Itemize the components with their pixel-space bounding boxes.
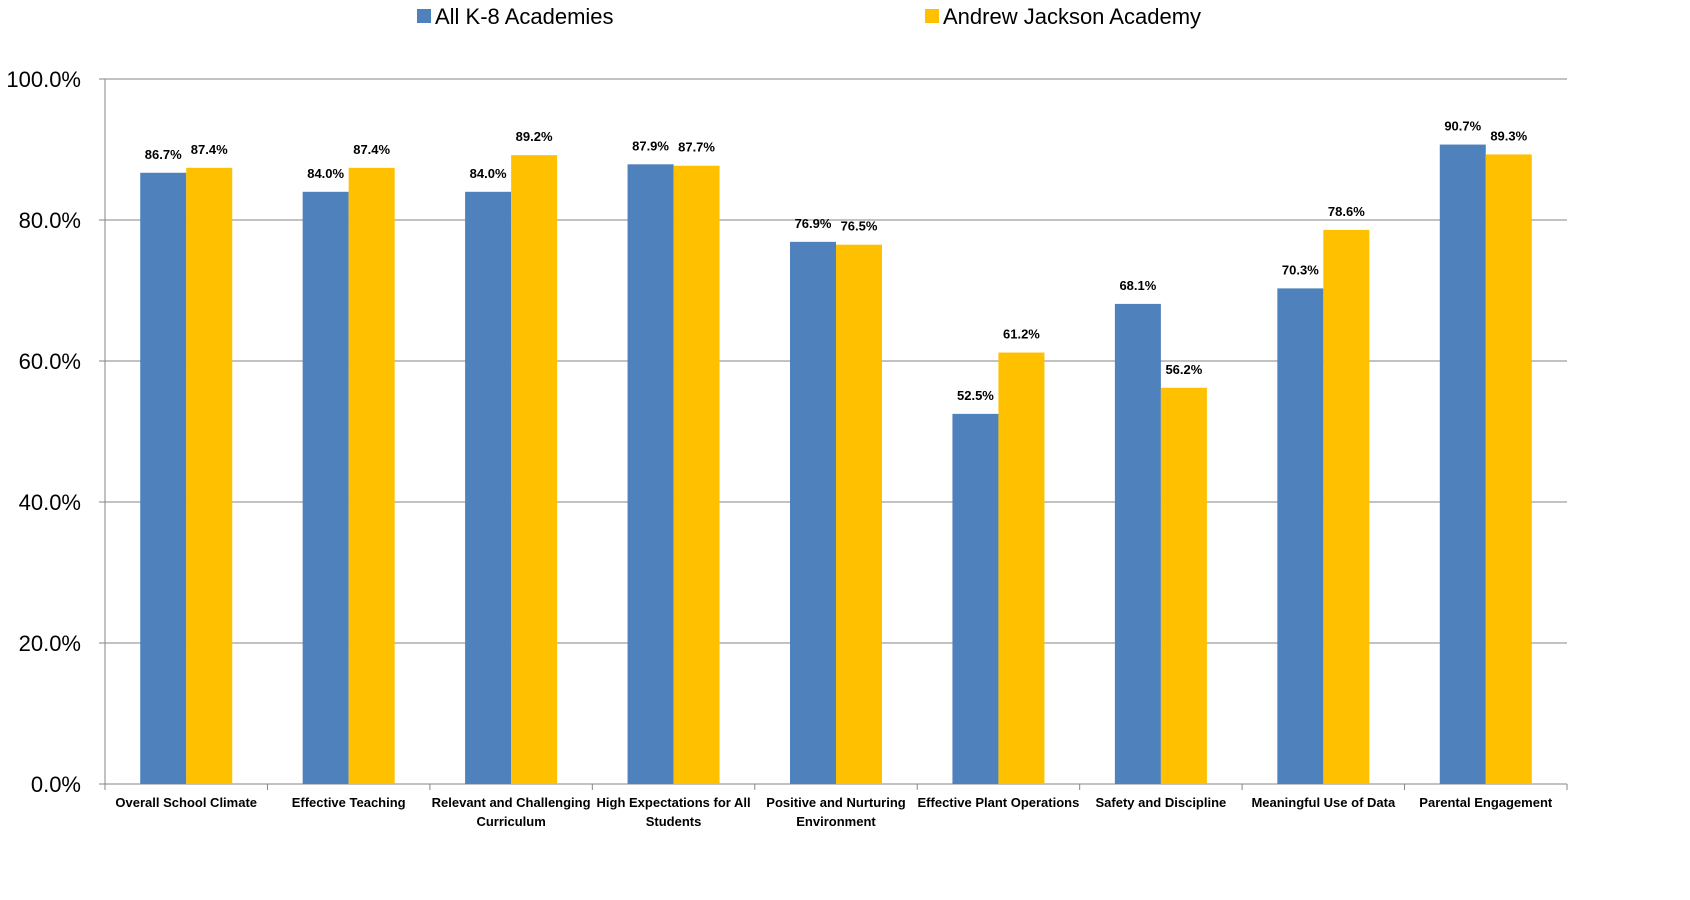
- y-tick-label: 40.0%: [19, 490, 81, 515]
- bar: [790, 241, 836, 785]
- legend: All K-8 Academies Andrew Jackson Academy: [417, 4, 1201, 29]
- category-label: Parental Engagement: [1419, 795, 1553, 810]
- data-label: 87.4%: [191, 142, 228, 157]
- category-label: Meaningful Use of Data: [1251, 795, 1396, 810]
- legend-label: All K-8 Academies: [435, 4, 614, 29]
- bar: [511, 155, 558, 784]
- data-label: 76.5%: [841, 219, 878, 234]
- bar: [627, 164, 674, 784]
- data-label: 87.7%: [678, 140, 715, 155]
- data-label: 78.6%: [1328, 204, 1365, 219]
- bar: [673, 165, 720, 785]
- data-label: 84.0%: [307, 166, 344, 181]
- bar: [1114, 303, 1161, 784]
- data-label: 56.2%: [1165, 362, 1202, 377]
- y-tick-label: 80.0%: [19, 208, 81, 233]
- category-label: Effective Teaching: [292, 795, 406, 810]
- data-label: 89.3%: [1490, 128, 1527, 143]
- category-label: Effective Plant Operations: [918, 795, 1080, 810]
- bar: [186, 167, 233, 784]
- bar: [1323, 229, 1370, 784]
- data-label: 86.7%: [145, 147, 182, 162]
- bar: [1160, 387, 1207, 784]
- data-label: 70.3%: [1282, 262, 1319, 277]
- legend-swatch: [925, 9, 939, 23]
- bar: [302, 191, 349, 785]
- category-label: Positive and Nurturing Environment: [766, 795, 905, 829]
- data-label: 89.2%: [516, 129, 553, 144]
- bar: [836, 244, 882, 785]
- y-tick-label: 60.0%: [19, 349, 81, 374]
- bar: [465, 191, 512, 785]
- data-label: 68.1%: [1119, 278, 1156, 293]
- category-label: High Expectations for All Students: [597, 795, 751, 829]
- data-label: 87.4%: [353, 142, 390, 157]
- bar: [1439, 144, 1486, 784]
- data-label: 76.9%: [795, 216, 832, 231]
- data-label: 87.9%: [632, 138, 669, 153]
- y-tick-label: 0.0%: [31, 772, 81, 797]
- legend-swatch: [417, 9, 431, 23]
- data-label: 52.5%: [957, 388, 994, 403]
- bar: [140, 172, 187, 784]
- bar: [348, 167, 395, 784]
- category-label: Relevant and Challenging Curriculum: [432, 795, 591, 829]
- bars: [140, 144, 1532, 785]
- bar: [1277, 288, 1324, 784]
- y-tick-label: 100.0%: [6, 67, 81, 92]
- category-label: Overall School Climate: [115, 795, 257, 810]
- data-label: 61.2%: [1003, 327, 1040, 342]
- bar: [952, 413, 999, 784]
- data-labels: 86.7% 84.0% 84.0% 87.9% 76.9% 52.5% 68.1% 70.3%…: [145, 119, 1528, 403]
- data-label: 90.7%: [1444, 119, 1481, 134]
- bar: [1485, 154, 1532, 784]
- y-tick-label: 20.0%: [19, 631, 81, 656]
- category-label: Safety and Discipline: [1096, 795, 1227, 810]
- data-label: 84.0%: [470, 166, 507, 181]
- bar: [998, 352, 1045, 784]
- legend-label: Andrew Jackson Academy: [943, 4, 1201, 29]
